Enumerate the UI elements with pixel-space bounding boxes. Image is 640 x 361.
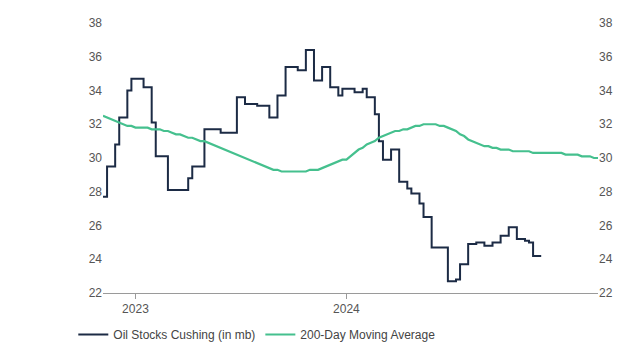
svg-text:Oil Stocks Cushing (in mb): Oil Stocks Cushing (in mb) [113, 328, 255, 342]
svg-text:28: 28 [599, 185, 613, 199]
svg-text:22: 22 [89, 286, 103, 300]
svg-text:30: 30 [599, 151, 613, 165]
svg-text:28: 28 [89, 185, 103, 199]
svg-text:26: 26 [599, 219, 613, 233]
svg-text:2023: 2023 [122, 302, 149, 316]
svg-text:30: 30 [89, 151, 103, 165]
svg-text:36: 36 [599, 50, 613, 64]
svg-text:32: 32 [89, 117, 103, 131]
svg-text:2024: 2024 [333, 302, 360, 316]
svg-text:22: 22 [599, 286, 613, 300]
svg-text:38: 38 [599, 16, 613, 30]
svg-text:34: 34 [599, 84, 613, 98]
svg-text:34: 34 [89, 84, 103, 98]
svg-text:38: 38 [89, 16, 103, 30]
svg-text:24: 24 [89, 252, 103, 266]
svg-text:24: 24 [599, 252, 613, 266]
svg-text:200-Day Moving Average: 200-Day Moving Average [300, 328, 435, 342]
svg-text:36: 36 [89, 50, 103, 64]
svg-text:32: 32 [599, 117, 613, 131]
svg-text:26: 26 [89, 219, 103, 233]
